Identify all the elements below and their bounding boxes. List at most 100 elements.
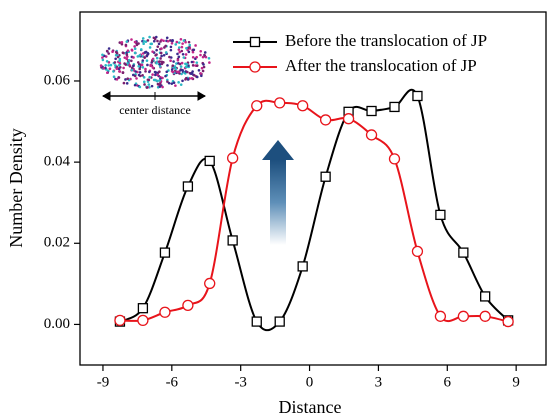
particle: [155, 53, 158, 56]
particle: [137, 64, 141, 68]
particle: [175, 40, 179, 44]
particle: [125, 40, 129, 43]
particle: [186, 70, 189, 74]
particle: [147, 78, 151, 82]
particle: [180, 45, 184, 49]
particle: [177, 48, 181, 51]
particle: [135, 77, 138, 80]
particle: [192, 48, 196, 52]
particle: [114, 64, 117, 67]
inset-image: [99, 35, 211, 89]
particle: [148, 46, 152, 49]
particle: [145, 54, 149, 58]
marker: [297, 100, 309, 112]
particle: [123, 56, 127, 59]
particle: [158, 85, 162, 88]
particle: [182, 39, 186, 42]
particle: [152, 39, 156, 43]
particle: [171, 64, 175, 68]
particle: [124, 78, 127, 81]
x-tick-label: -9: [97, 374, 110, 390]
particle: [146, 63, 149, 67]
particle: [125, 82, 129, 85]
marker: [159, 306, 171, 318]
particle: [139, 48, 143, 51]
particle: [138, 67, 142, 71]
particle: [202, 65, 206, 69]
particle: [176, 58, 180, 62]
particle: [150, 42, 154, 46]
particle: [126, 55, 129, 58]
particle: [170, 39, 174, 42]
marker: [435, 209, 446, 221]
y-tick-label: 0.00: [44, 316, 70, 332]
particle: [135, 43, 139, 47]
marker: [159, 247, 171, 258]
y-tick-label: 0.06: [44, 72, 71, 88]
particle: [120, 42, 124, 46]
particle: [154, 35, 158, 39]
particle: [151, 73, 154, 76]
particle: [164, 74, 167, 78]
particle: [156, 82, 160, 86]
particle: [134, 70, 137, 73]
particle: [153, 70, 157, 74]
particle: [197, 69, 201, 72]
particle: [171, 70, 175, 74]
particle: [114, 50, 118, 54]
particle: [130, 59, 133, 63]
legend-label: After the translocation of JP: [285, 56, 477, 75]
particle: [146, 39, 150, 42]
particle: [203, 53, 206, 57]
marker: [182, 299, 194, 312]
particle: [169, 48, 173, 52]
particle: [130, 48, 134, 52]
marker: [388, 153, 401, 165]
marker: [297, 261, 308, 272]
particle: [200, 66, 204, 70]
particle: [144, 67, 147, 71]
particle: [199, 50, 203, 53]
y-tick-label: 0.04: [44, 154, 71, 170]
marker: [365, 129, 378, 141]
particle: [146, 52, 150, 56]
particle: [160, 47, 163, 50]
particle: [191, 64, 195, 67]
x-tick-label: 3: [375, 374, 383, 390]
marker: [457, 310, 470, 322]
particle: [176, 52, 179, 56]
particle: [102, 66, 105, 70]
particle: [133, 51, 137, 55]
particle: [138, 54, 142, 57]
particle: [128, 63, 131, 67]
particle: [172, 60, 175, 63]
particle: [166, 80, 169, 83]
particle: [177, 41, 181, 44]
particle: [169, 56, 173, 59]
particle: [184, 65, 188, 69]
particle: [138, 85, 142, 89]
particle: [181, 52, 185, 56]
y-axis-title: Number Density: [6, 128, 26, 247]
particle: [150, 84, 154, 88]
particle: [177, 55, 181, 59]
particle: [185, 46, 188, 50]
particle: [142, 40, 146, 43]
particle: [130, 38, 133, 41]
particle: [121, 51, 125, 54]
particle: [158, 65, 162, 68]
legend-marker: [249, 61, 261, 73]
particle: [166, 64, 169, 67]
particle: [143, 83, 146, 86]
particle: [99, 64, 103, 67]
particle: [154, 73, 157, 77]
legend-label: Before the translocation of JP: [285, 31, 487, 50]
particle: [187, 40, 191, 44]
particle: [160, 54, 163, 58]
marker: [274, 97, 286, 109]
particle: [141, 66, 145, 69]
particle: [101, 53, 104, 57]
marker: [412, 90, 423, 102]
marker: [182, 181, 194, 192]
